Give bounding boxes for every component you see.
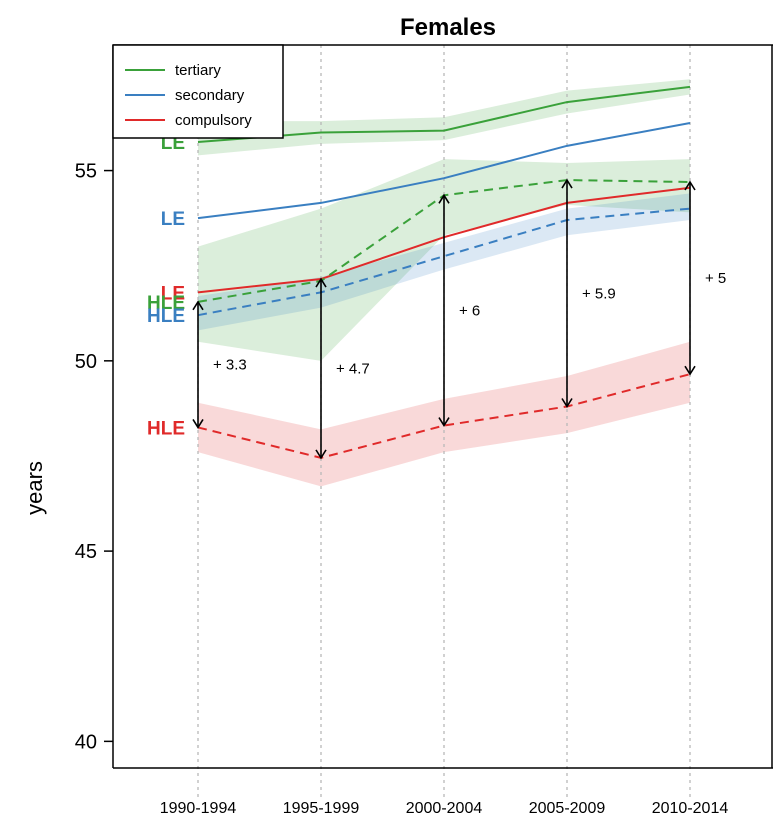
gap-arrow-head-bottom-1 (315, 449, 327, 460)
gap-arrow-head-top-3 (561, 178, 573, 189)
gap-arrow-head-top-4 (684, 180, 696, 191)
chart-title: Females (400, 14, 496, 41)
y-axis-label: years (22, 461, 47, 515)
legend-label-secondary: secondary (175, 87, 245, 104)
series-line-compulsory-hle (197, 373, 691, 459)
gap-label-3: + 5.9 (582, 285, 616, 302)
gap-arrows: + 3.3 + 4.7 + 6 + 5.9 + 5 (192, 178, 726, 460)
gap-arrow-head-top-2 (438, 193, 450, 204)
series-label-1: LE (161, 209, 185, 230)
series-label-5: HLE (147, 418, 185, 439)
series-label-2: LE (161, 283, 185, 304)
y-tick-label-50: 50 (75, 351, 97, 373)
gap-label-1: + 4.7 (336, 360, 370, 377)
gap-label-0: + 3.3 (213, 357, 247, 374)
gap-arrow-head-bottom-3 (561, 398, 573, 409)
x-tick-label-1995-1999: 1995-1999 (283, 800, 360, 817)
legend-label-compulsory: compulsory (175, 112, 252, 129)
legend-box (112, 44, 284, 139)
gap-arrow-head-bottom-2 (438, 417, 450, 428)
x-tick-label-2010-2014: 2010-2014 (652, 800, 729, 817)
gap-arrow-head-bottom-4 (684, 365, 696, 376)
gap-arrow-head-top-0 (192, 300, 204, 311)
x-tick-label-2005-2009: 2005-2009 (529, 800, 606, 817)
series-label-4: HLE (147, 306, 185, 327)
legend-label-tertiary: tertiary (175, 62, 221, 79)
x-tick-label-2000-2004: 2000-2004 (406, 800, 483, 817)
series-label-3: HLE (147, 293, 185, 314)
y-tick-label-55: 55 (75, 161, 97, 183)
y-tick-label-45: 45 (75, 541, 97, 563)
y-tick-label-40: 40 (75, 731, 97, 753)
series-line-secondary-le (197, 122, 691, 220)
gap-label-4: + 5 (705, 270, 726, 287)
legend: tertiary secondary compulsory (112, 44, 284, 139)
gap-arrow-head-top-1 (315, 277, 327, 288)
gap-label-2: + 6 (459, 302, 480, 319)
gap-arrow-head-bottom-0 (192, 419, 204, 429)
x-tick-label-1990-1994: 1990-1994 (160, 800, 237, 817)
series-line-secondary-hle (197, 207, 691, 317)
